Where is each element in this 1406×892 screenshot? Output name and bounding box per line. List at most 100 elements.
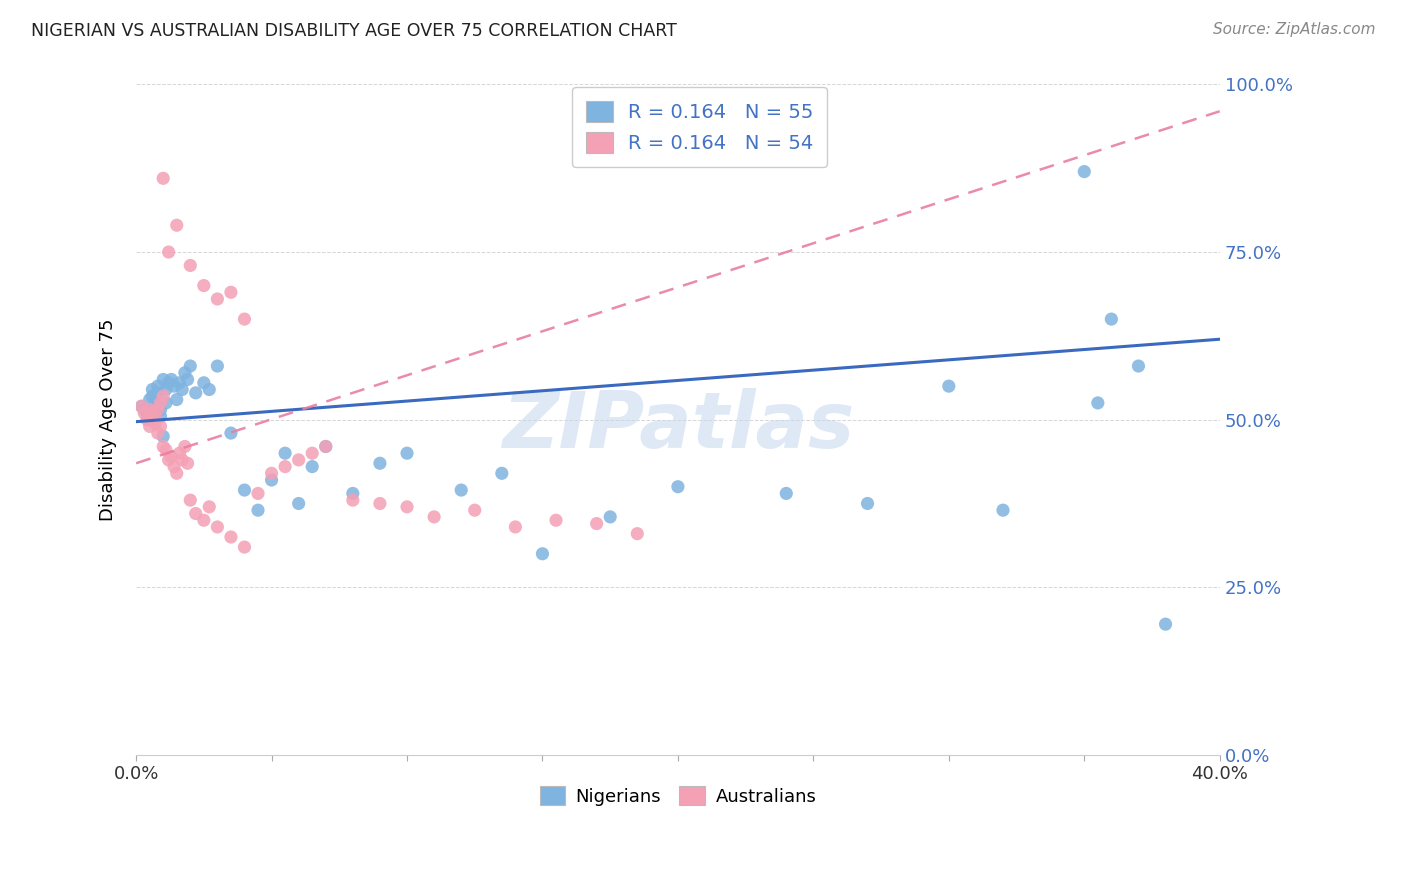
Point <box>155 383 177 397</box>
Point <box>666 480 689 494</box>
Point <box>301 446 323 460</box>
Point <box>155 396 177 410</box>
Point <box>138 402 160 417</box>
Point <box>207 292 229 306</box>
Point <box>938 379 960 393</box>
Point <box>166 219 188 233</box>
Point <box>247 503 270 517</box>
Point <box>141 412 163 426</box>
Point <box>193 376 215 390</box>
Point <box>301 459 323 474</box>
Point <box>287 496 309 510</box>
Point <box>315 440 337 454</box>
Point <box>1128 359 1150 373</box>
Text: ZIPatlas: ZIPatlas <box>502 388 853 465</box>
Point <box>395 500 418 514</box>
Point <box>141 389 163 403</box>
Point <box>274 459 297 474</box>
Point <box>173 366 195 380</box>
Point <box>143 396 166 410</box>
Point <box>1154 617 1177 632</box>
Point <box>342 493 364 508</box>
Point <box>207 359 229 373</box>
Point <box>166 467 188 481</box>
Point <box>395 446 418 460</box>
Point <box>152 429 174 443</box>
Point <box>143 406 166 420</box>
Point <box>136 406 159 420</box>
Point <box>149 402 172 417</box>
Point <box>152 440 174 454</box>
Point <box>149 419 172 434</box>
Point <box>184 507 207 521</box>
Point <box>342 486 364 500</box>
Point <box>368 456 391 470</box>
Point <box>233 312 256 326</box>
Y-axis label: Disability Age Over 75: Disability Age Over 75 <box>100 318 117 521</box>
Point <box>184 385 207 400</box>
Point <box>207 520 229 534</box>
Point <box>143 409 166 424</box>
Point <box>138 419 160 434</box>
Point <box>991 503 1014 517</box>
Text: Source: ZipAtlas.com: Source: ZipAtlas.com <box>1212 22 1375 37</box>
Point <box>179 493 201 508</box>
Point <box>599 509 621 524</box>
Point <box>160 450 183 464</box>
Point <box>163 379 186 393</box>
Point <box>775 486 797 500</box>
Point <box>219 426 242 441</box>
Point <box>173 440 195 454</box>
Point <box>176 372 198 386</box>
Point <box>491 467 513 481</box>
Point <box>247 486 270 500</box>
Point <box>464 503 486 517</box>
Point <box>274 446 297 460</box>
Point <box>198 500 221 514</box>
Point <box>149 409 172 424</box>
Point <box>219 530 242 544</box>
Point <box>233 483 256 497</box>
Point <box>626 526 648 541</box>
Point <box>152 389 174 403</box>
Point <box>155 442 177 457</box>
Point <box>1099 312 1122 326</box>
Point <box>856 496 879 510</box>
Point <box>143 416 166 430</box>
Point <box>166 392 188 407</box>
Point <box>172 453 194 467</box>
Text: NIGERIAN VS AUSTRALIAN DISABILITY AGE OVER 75 CORRELATION CHART: NIGERIAN VS AUSTRALIAN DISABILITY AGE OV… <box>31 22 676 40</box>
Point <box>141 406 163 420</box>
Point <box>1073 164 1095 178</box>
Legend: Nigerians, Australians: Nigerians, Australians <box>533 779 824 813</box>
Point <box>169 376 191 390</box>
Point <box>146 426 169 441</box>
Point <box>134 402 156 417</box>
Point <box>505 520 527 534</box>
Point <box>198 383 221 397</box>
Point <box>179 359 201 373</box>
Point <box>219 285 242 300</box>
Point <box>157 453 180 467</box>
Point <box>260 467 283 481</box>
Point <box>585 516 607 531</box>
Point <box>146 385 169 400</box>
Point <box>136 412 159 426</box>
Point <box>163 459 186 474</box>
Point <box>152 372 174 386</box>
Point <box>131 399 153 413</box>
Point <box>152 171 174 186</box>
Point <box>450 483 472 497</box>
Point <box>423 509 446 524</box>
Point <box>544 513 567 527</box>
Point <box>531 547 554 561</box>
Point <box>368 496 391 510</box>
Point <box>138 392 160 407</box>
Point <box>193 278 215 293</box>
Point <box>169 446 191 460</box>
Point <box>157 245 180 260</box>
Point <box>131 399 153 413</box>
Point <box>134 406 156 420</box>
Point <box>138 412 160 426</box>
Point <box>172 383 194 397</box>
